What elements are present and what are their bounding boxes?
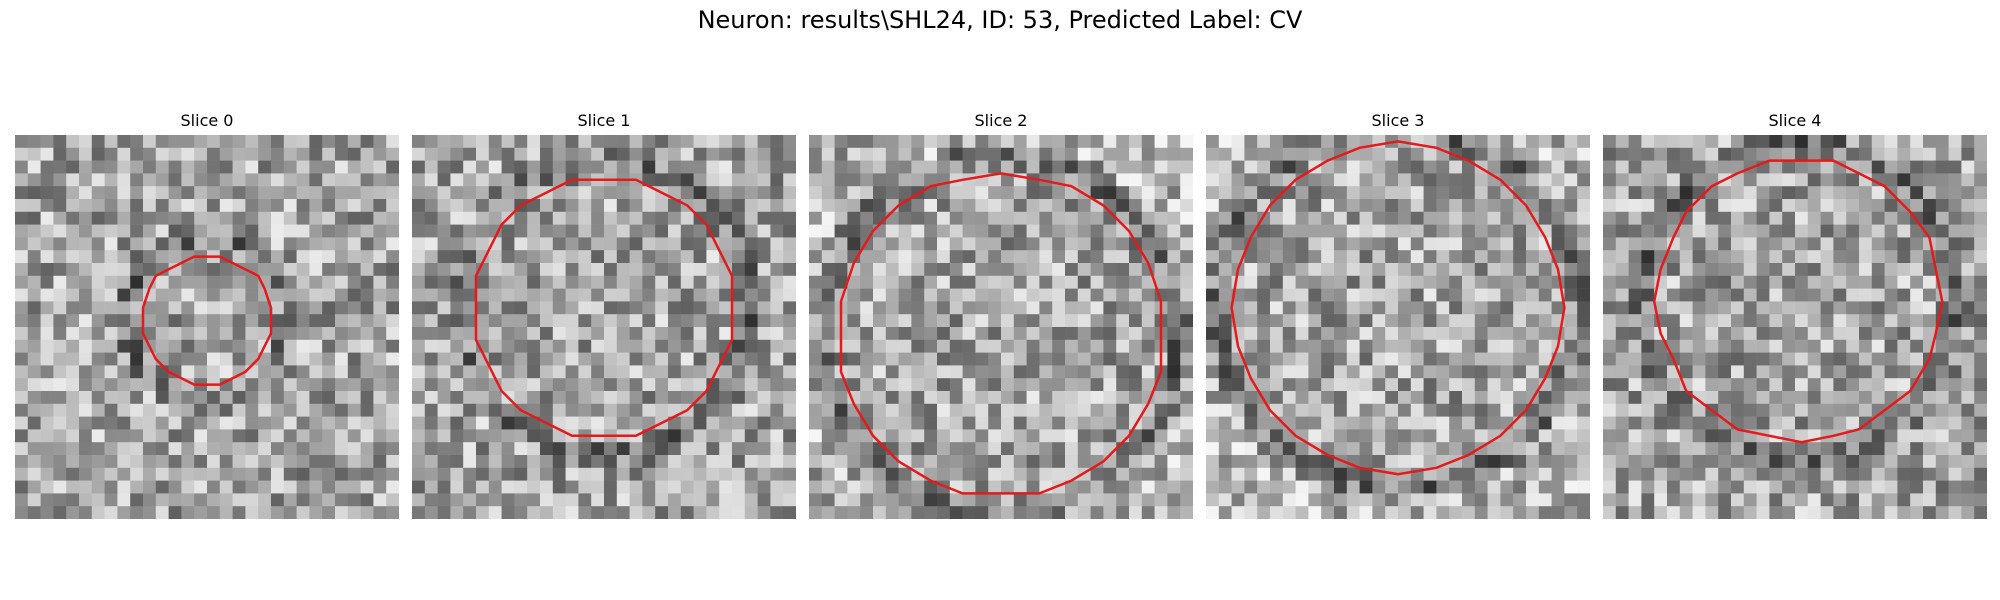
slice-panel-4: Slice 4: [1603, 110, 1987, 519]
slice-title-0: Slice 0: [180, 111, 234, 130]
segmentation-contour: [474, 178, 734, 438]
slice-title-4: Slice 4: [1768, 111, 1822, 130]
slice-panel-3: Slice 3: [1206, 110, 1590, 519]
figure-title: Neuron: results\SHL24, ID: 53, Predicted…: [697, 6, 1303, 34]
segmentation-contour: [839, 172, 1163, 495]
slice-image-3: [1206, 135, 1590, 519]
pixel-mosaic: [809, 135, 1193, 519]
slice-svg-4: [1603, 135, 1987, 519]
segmentation-contour: [141, 255, 273, 386]
slice-panel-0: Slice 0: [15, 110, 399, 519]
slice-image-2: [809, 135, 1193, 519]
slice-image-1: [412, 135, 796, 519]
pixel-mosaic: [412, 135, 796, 519]
slice-panel-2: Slice 2: [809, 110, 1193, 519]
slice-title-3: Slice 3: [1371, 111, 1425, 130]
pixel-mosaic: [1206, 135, 1590, 519]
slice-svg-1: [412, 135, 796, 519]
slice-image-0: [15, 135, 399, 519]
segmentation-contour: [1230, 140, 1566, 476]
slice-svg-0: [15, 135, 399, 519]
slice-panel-1: Slice 1: [412, 110, 796, 519]
pixel-mosaic: [1603, 135, 1987, 519]
slice-image-4: [1603, 135, 1987, 519]
slice-svg-2: [809, 135, 1193, 519]
slice-title-1: Slice 1: [577, 111, 631, 130]
slice-title-2: Slice 2: [974, 111, 1028, 130]
pixel-mosaic: [15, 135, 399, 519]
segmentation-contour: [1652, 159, 1944, 444]
slice-svg-3: [1206, 135, 1590, 519]
